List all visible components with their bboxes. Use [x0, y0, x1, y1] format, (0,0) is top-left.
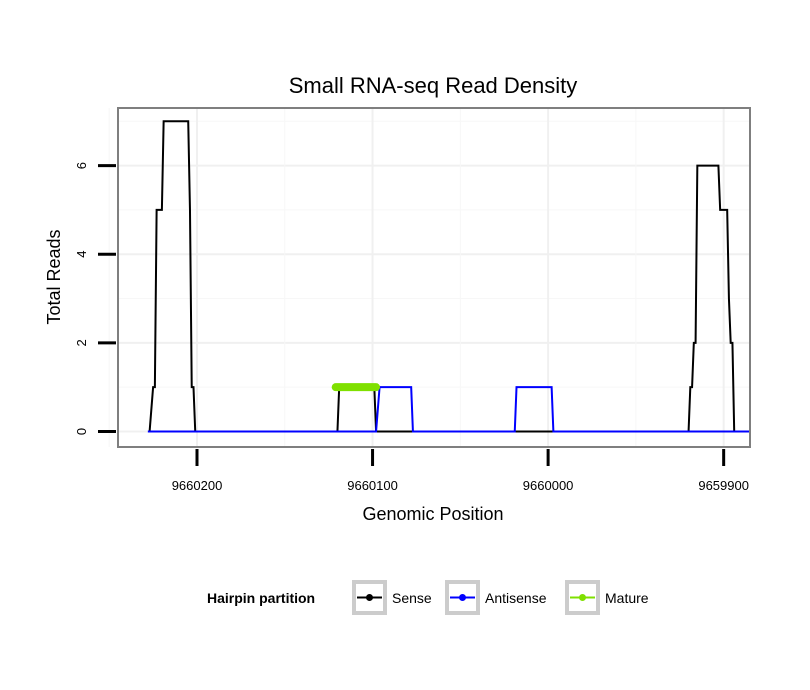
- legend-label-sense: Sense: [392, 590, 432, 606]
- y-tick-label: 2: [74, 339, 89, 346]
- x-tick-label: 9659900: [698, 478, 749, 493]
- legend-item-mature: Mature: [565, 580, 649, 615]
- y-tick-label: 6: [74, 162, 89, 169]
- series-line-antisense: [147, 386, 750, 433]
- plot-panel: [118, 108, 750, 447]
- plot-border: [117, 107, 751, 448]
- y-tick-label: 0: [74, 428, 89, 435]
- legend-item-sense: Sense: [352, 580, 432, 615]
- legend-label-mature: Mature: [605, 590, 649, 606]
- legend-title: Hairpin partition: [207, 590, 315, 606]
- y-axis: 0 2 4 6: [74, 162, 116, 435]
- x-axis: 9660200 9660100 9660000 9659900: [172, 449, 749, 493]
- x-tick-label: 9660200: [172, 478, 223, 493]
- legend-label-antisense: Antisense: [485, 590, 547, 606]
- legend-key-dot: [579, 594, 586, 601]
- x-axis-title: Genomic Position: [362, 504, 503, 524]
- y-axis-title: Total Reads: [44, 229, 64, 324]
- chart-title: Small RNA-seq Read Density: [289, 73, 578, 98]
- legend-item-antisense: Antisense: [445, 580, 547, 615]
- y-tick-label: 4: [74, 251, 89, 258]
- x-tick-label: 9660000: [523, 478, 574, 493]
- series-lines: [147, 120, 750, 433]
- legend-key-dot: [366, 594, 373, 601]
- legend: Hairpin partition Sense Antisense Mature: [207, 580, 649, 615]
- x-tick-label: 9660100: [347, 478, 398, 493]
- legend-key-dot: [459, 594, 466, 601]
